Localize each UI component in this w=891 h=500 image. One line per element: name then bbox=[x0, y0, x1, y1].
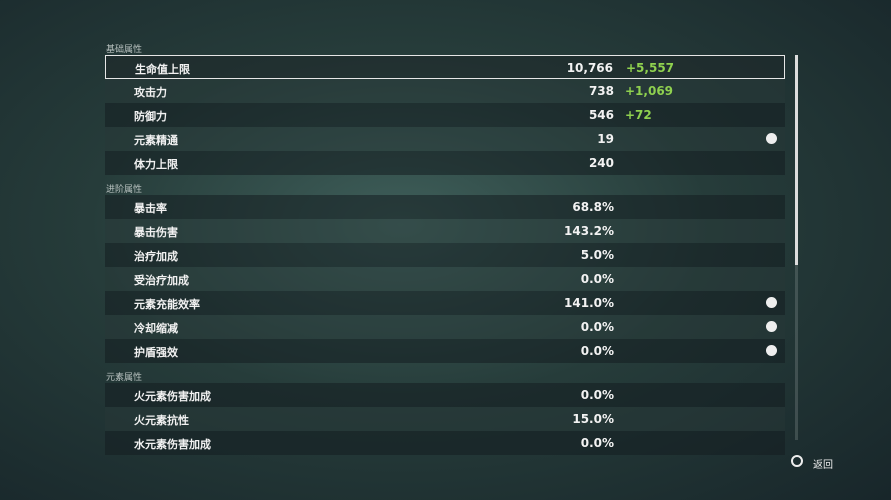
stat-label: 火元素伤害加成 bbox=[134, 390, 211, 403]
back-icon bbox=[791, 455, 803, 467]
stat-row[interactable]: 元素充能效率 141.0% bbox=[105, 291, 785, 315]
stat-value: 19 bbox=[597, 132, 614, 146]
stat-row[interactable]: 元素精通 19 bbox=[105, 127, 785, 151]
stat-label: 冷却缩减 bbox=[134, 322, 178, 335]
stat-row[interactable]: 治疗加成 5.0% bbox=[105, 243, 785, 267]
stat-label: 受治疗加成 bbox=[134, 274, 189, 287]
stat-label: 体力上限 bbox=[134, 158, 178, 171]
help-icon[interactable] bbox=[766, 321, 777, 332]
stat-row[interactable]: 攻击力 738 +1,069 bbox=[105, 79, 785, 103]
stat-label: 护盾强效 bbox=[134, 346, 178, 359]
stat-label: 防御力 bbox=[134, 110, 167, 123]
section-title: 元素属性 bbox=[106, 373, 143, 383]
stat-value: 0.0% bbox=[580, 320, 614, 334]
section-title: 进阶属性 bbox=[106, 185, 143, 195]
stat-value: 0.0% bbox=[580, 388, 614, 402]
stat-value: 141.0% bbox=[564, 296, 614, 310]
stat-value: 15.0% bbox=[572, 412, 614, 426]
back-label: 返回 bbox=[813, 460, 833, 471]
section-title: 基础属性 bbox=[106, 45, 143, 55]
stat-row[interactable]: 暴击率 68.8% bbox=[105, 195, 785, 219]
help-icon[interactable] bbox=[766, 345, 777, 356]
stat-label: 治疗加成 bbox=[134, 250, 178, 263]
help-icon[interactable] bbox=[766, 297, 777, 308]
stat-row[interactable]: 防御力 546 +72 bbox=[105, 103, 785, 127]
stat-value: 0.0% bbox=[580, 344, 614, 358]
scrollbar-thumb[interactable] bbox=[795, 55, 798, 265]
stat-label: 暴击率 bbox=[134, 202, 167, 215]
stat-row[interactable]: 暴击伤害 143.2% bbox=[105, 219, 785, 243]
stat-label: 元素精通 bbox=[134, 134, 178, 147]
stat-value: 0.0% bbox=[580, 436, 614, 450]
stat-row[interactable]: 水元素伤害加成 0.0% bbox=[105, 431, 785, 455]
stat-label: 生命值上限 bbox=[135, 63, 190, 76]
stat-label: 元素充能效率 bbox=[134, 298, 200, 311]
stat-value: 68.8% bbox=[572, 200, 614, 214]
stat-label: 水元素伤害加成 bbox=[134, 438, 211, 451]
stat-row[interactable]: 护盾强效 0.0% bbox=[105, 339, 785, 363]
stat-value: 10,766 bbox=[566, 61, 613, 75]
stat-row[interactable]: 受治疗加成 0.0% bbox=[105, 267, 785, 291]
stat-value: 0.0% bbox=[580, 272, 614, 286]
stat-bonus: +72 bbox=[625, 108, 652, 122]
stat-value: 143.2% bbox=[564, 224, 614, 238]
stat-row[interactable]: 体力上限 240 bbox=[105, 151, 785, 175]
stat-bonus: +5,557 bbox=[626, 61, 675, 75]
stat-value: 240 bbox=[588, 156, 614, 170]
stat-row[interactable]: 火元素抗性 15.0% bbox=[105, 407, 785, 431]
stat-row[interactable]: 冷却缩减 0.0% bbox=[105, 315, 785, 339]
stat-value: 5.0% bbox=[580, 248, 614, 262]
help-icon[interactable] bbox=[766, 133, 777, 144]
stat-row[interactable]: 火元素伤害加成 0.0% bbox=[105, 383, 785, 407]
stat-bonus: +1,069 bbox=[625, 84, 674, 98]
stat-value: 738 bbox=[588, 84, 614, 98]
stat-row[interactable]: 生命值上限 10,766 +5,557 bbox=[105, 55, 785, 79]
back-button[interactable]: 返回 bbox=[791, 455, 841, 471]
stat-label: 暴击伤害 bbox=[134, 226, 178, 239]
stat-label: 火元素抗性 bbox=[134, 414, 189, 427]
stat-value: 546 bbox=[588, 108, 614, 122]
stat-label: 攻击力 bbox=[134, 86, 167, 99]
